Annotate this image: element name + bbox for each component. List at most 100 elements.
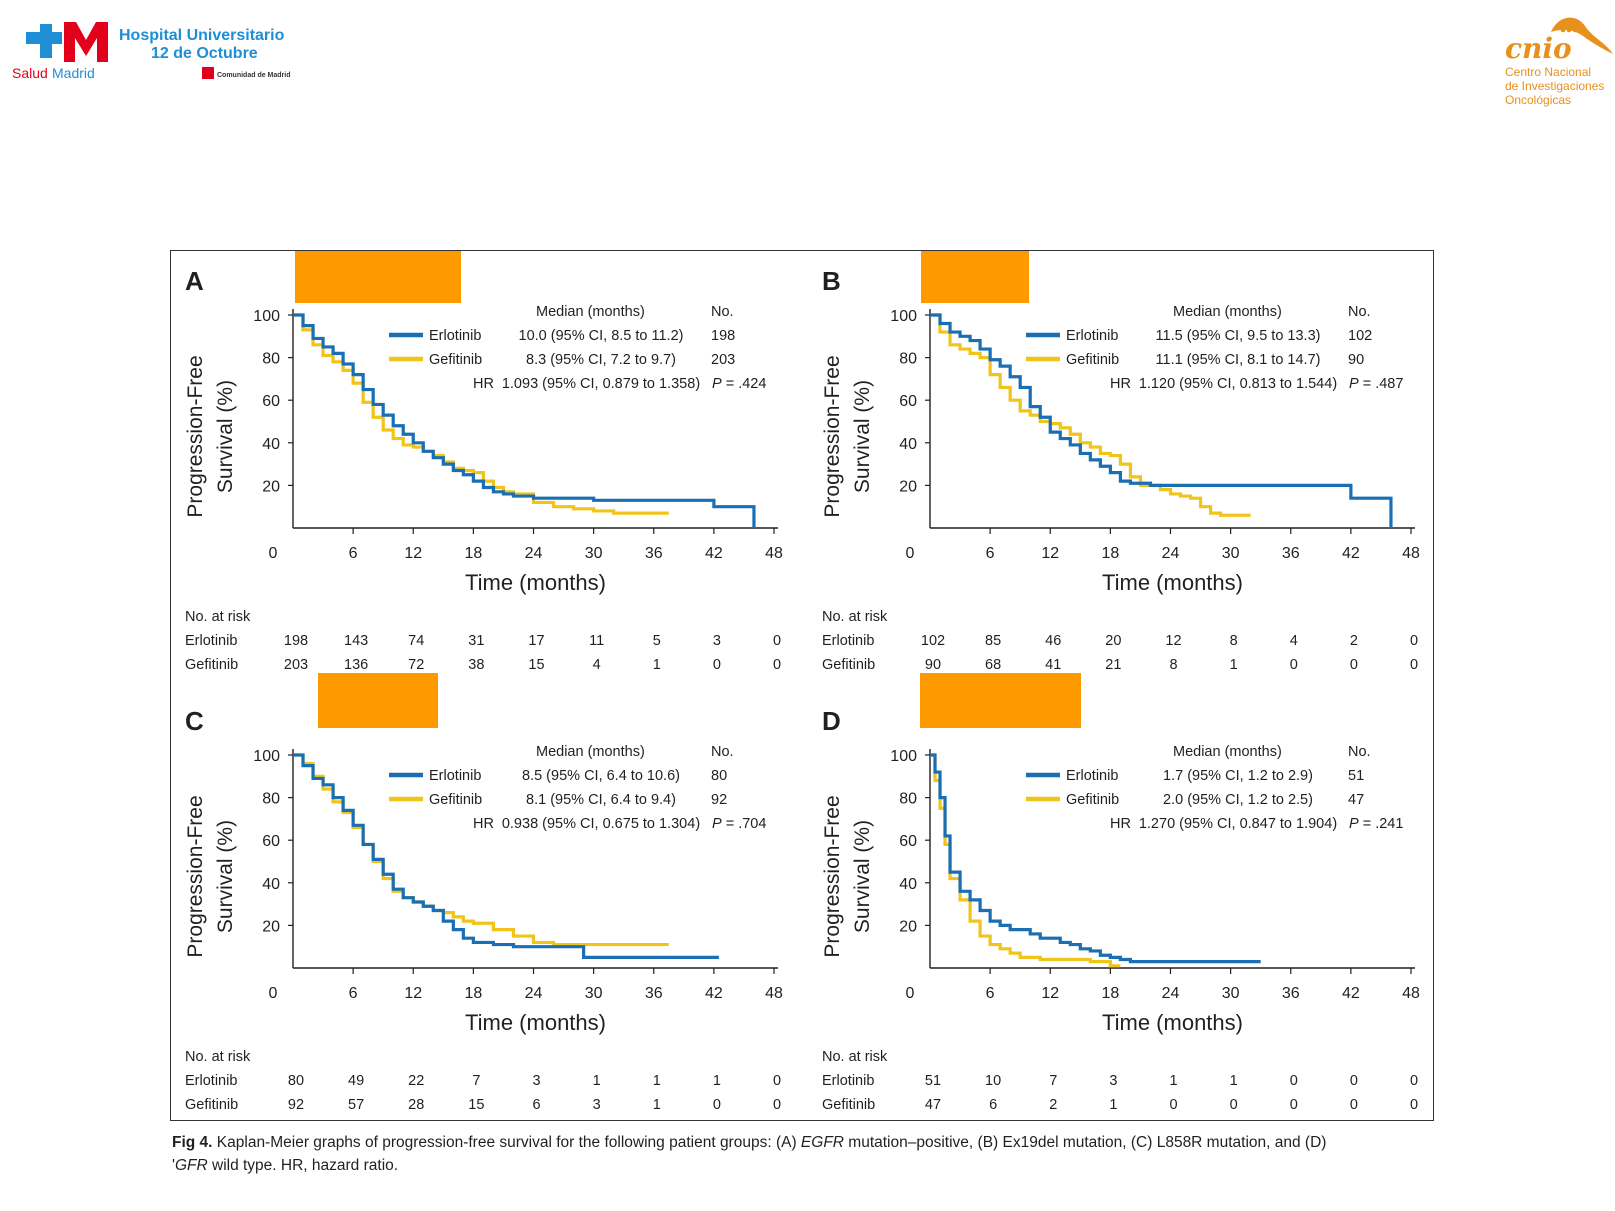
x-tick-label: 0: [269, 985, 278, 1002]
legend-name: Erlotinib: [1066, 328, 1118, 344]
x-tick-label: 36: [645, 985, 663, 1002]
legend-hr-value: 1.120 (95% CI, 0.813 to 1.544): [1139, 376, 1337, 392]
legend-median: 11.1 (95% CI, 8.1 to 14.7): [1156, 352, 1321, 368]
caption-italic-2: GFR: [174, 1157, 208, 1174]
y-axis-label-line2: Survival (%): [214, 820, 237, 933]
legend-median: 11.5 (95% CI, 9.5 to 13.3): [1156, 328, 1321, 344]
legend-no: 51: [1348, 768, 1364, 784]
risk-value: 143: [344, 633, 368, 649]
risk-value: 21: [1105, 657, 1121, 673]
panel-letter: D: [822, 706, 841, 736]
x-tick-label: 30: [1222, 985, 1240, 1002]
x-tick-label: 42: [705, 545, 723, 562]
x-tick-label: 48: [765, 985, 783, 1002]
risk-value: 0: [1410, 657, 1418, 673]
cnio-line1: Centro Nacional: [1505, 65, 1591, 79]
risk-value: 1: [653, 1097, 661, 1113]
risk-title: No. at risk: [185, 1049, 251, 1065]
legend-header-no: No.: [1348, 304, 1371, 320]
salud-text: Salud: [12, 65, 48, 81]
risk-title: No. at risk: [822, 609, 888, 625]
risk-value: 38: [468, 657, 484, 673]
risk-value: 8: [1230, 633, 1238, 649]
risk-row-label: Erlotinib: [822, 1073, 874, 1089]
caption-text-3: ': [172, 1157, 175, 1174]
risk-value: 85: [985, 633, 1001, 649]
y-tick-label: 100: [890, 748, 917, 765]
risk-value: 10: [985, 1073, 1001, 1089]
x-tick-label: 48: [1402, 545, 1420, 562]
x-tick-label: 0: [906, 985, 915, 1002]
x-tick-label: 30: [585, 985, 603, 1002]
x-tick-label: 6: [349, 545, 358, 562]
caption-text-2: mutation–positive, (B) Ex19del mutation,…: [843, 1134, 1327, 1151]
y-axis-label-line2: Survival (%): [851, 820, 874, 933]
risk-row-label: Gefitinib: [185, 1097, 238, 1113]
x-tick-label: 18: [1101, 985, 1119, 1002]
risk-value: 0: [1410, 633, 1418, 649]
panel-letter: B: [822, 266, 841, 296]
legend-name: Gefitinib: [429, 352, 482, 368]
risk-value: 0: [773, 633, 781, 649]
legend-p-value: P = .487: [1349, 376, 1403, 392]
risk-value: 22: [408, 1073, 424, 1089]
p-symbol: P: [712, 816, 722, 832]
risk-value: 0: [773, 1097, 781, 1113]
cnio-logo: cnio Centro Nacional de Investigaciones …: [1493, 8, 1615, 108]
y-tick-label: 20: [262, 918, 280, 935]
risk-value: 1: [1230, 1073, 1238, 1089]
x-tick-label: 24: [525, 985, 543, 1002]
x-tick-label: 18: [464, 545, 482, 562]
p-number: = .487: [1359, 376, 1404, 392]
y-axis-label-line2: Survival (%): [851, 380, 874, 493]
legend-name: Gefitinib: [1066, 792, 1119, 808]
y-axis-label-line1: Progression-Free: [184, 355, 207, 517]
y-tick-label: 100: [890, 308, 917, 325]
legend-header-median: Median (months): [536, 744, 645, 760]
x-tick-label: 6: [986, 985, 995, 1002]
legend-no: 92: [711, 792, 727, 808]
legend-header-median: Median (months): [536, 304, 645, 320]
x-tick-label: 12: [404, 545, 422, 562]
risk-value: 68: [985, 657, 1001, 673]
legend-no: 90: [1348, 352, 1364, 368]
series-line-gefitinib: [930, 313, 1251, 517]
legend-header-no: No.: [1348, 744, 1371, 760]
risk-value: 0: [1290, 657, 1298, 673]
x-tick-label: 36: [645, 545, 663, 562]
figure-panel: A 20 40 60 80 100 0 6 12 18 24 30 36 42 48 Time (months…: [170, 250, 1434, 1121]
y-axis-label-line1: Progression-Free: [184, 795, 207, 957]
risk-value: 7: [1049, 1073, 1057, 1089]
x-tick-label: 18: [1101, 545, 1119, 562]
risk-value: 3: [1109, 1073, 1117, 1089]
legend-p-value: P = .241: [1349, 816, 1403, 832]
cnio-logo-icon: cnio Centro Nacional de Investigaciones …: [1505, 17, 1613, 107]
risk-value: 0: [1290, 1097, 1298, 1113]
risk-value: 12: [1165, 633, 1181, 649]
p-symbol: P: [1349, 816, 1359, 832]
legend-header-no: No.: [711, 744, 734, 760]
comunidad-text: Comunidad de Madrid: [217, 72, 291, 79]
risk-value: 80: [288, 1073, 304, 1089]
y-tick-label: 40: [899, 876, 917, 893]
risk-value: 1: [593, 1073, 601, 1089]
y-tick-label: 20: [899, 918, 917, 935]
legend-hr-value: 1.093 (95% CI, 0.879 to 1.358): [502, 376, 700, 392]
x-tick-label: 12: [1041, 985, 1059, 1002]
risk-value: 6: [532, 1097, 540, 1113]
risk-value: 1: [1169, 1073, 1177, 1089]
risk-value: 1: [1109, 1097, 1117, 1113]
risk-row-label: Erlotinib: [185, 1073, 237, 1089]
risk-value: 0: [713, 1097, 721, 1113]
risk-value: 17: [528, 633, 544, 649]
x-tick-label: 30: [1222, 545, 1240, 562]
risk-value: 4: [1290, 633, 1298, 649]
x-tick-label: 36: [1282, 985, 1300, 1002]
risk-value: 20: [1105, 633, 1121, 649]
figure-number: Fig 4.: [172, 1134, 213, 1151]
risk-value: 3: [593, 1097, 601, 1113]
risk-value: 15: [468, 1097, 484, 1113]
